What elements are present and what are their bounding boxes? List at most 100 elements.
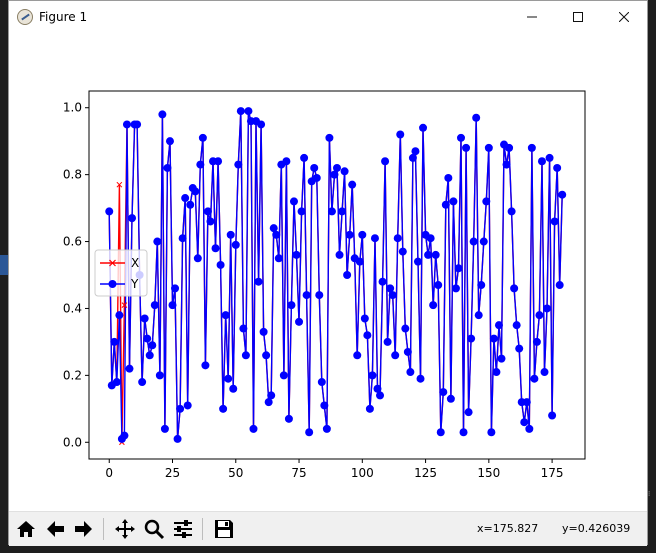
data-point-Y: [279, 371, 288, 380]
data-point-Y: [143, 334, 152, 343]
data-point-Y: [267, 391, 276, 400]
pan-button[interactable]: [112, 515, 138, 543]
data-point-Y: [269, 224, 278, 233]
data-point-Y: [292, 250, 301, 259]
data-point-Y: [234, 160, 243, 169]
minimize-button[interactable]: [509, 1, 555, 32]
data-point-Y: [386, 284, 395, 293]
data-point-Y: [484, 143, 493, 152]
data-point-Y: [325, 133, 334, 142]
legend-marker-X: [109, 259, 116, 267]
data-point-Y: [330, 170, 339, 179]
data-point-Y: [110, 337, 119, 346]
forward-button[interactable]: [71, 515, 97, 543]
data-point-Y: [431, 250, 440, 259]
save-button[interactable]: [211, 515, 237, 543]
data-point-Y: [289, 197, 298, 206]
data-point-Y: [244, 107, 253, 116]
data-point-Y: [343, 271, 352, 279]
data-point-Y: [502, 160, 511, 169]
data-point-Y: [479, 237, 488, 246]
data-point-Y: [148, 341, 157, 350]
data-point-Y: [467, 334, 476, 343]
x-tick-label: 125: [414, 466, 437, 480]
data-point-Y: [378, 277, 387, 286]
close-icon: [619, 11, 629, 22]
data-point-Y: [537, 157, 546, 166]
data-point-Y: [320, 401, 329, 410]
legend-label-Y: Y: [130, 277, 139, 291]
zoom-button[interactable]: [141, 515, 167, 543]
data-point-Y: [206, 217, 215, 226]
data-point-Y: [295, 317, 304, 326]
data-point-Y: [302, 291, 311, 300]
background-window-edge: [0, 255, 8, 275]
data-point-Y: [457, 133, 465, 142]
close-button[interactable]: [601, 1, 647, 32]
data-point-Y: [317, 378, 326, 387]
data-point-Y: [138, 378, 147, 387]
data-point-Y: [353, 351, 362, 360]
data-point-X: [121, 302, 128, 308]
data-point-Y: [446, 394, 455, 403]
data-point-Y: [512, 321, 521, 330]
back-button[interactable]: [42, 515, 68, 543]
line-chart[interactable]: 0 25 50 75 100 125 150 175 0.0 0.2 0.4 0.6 0.8 1.0 XY: [9, 32, 647, 511]
data-point-Y: [160, 424, 169, 433]
edge-glyph: ⁞: [648, 490, 651, 498]
home-button[interactable]: [13, 515, 39, 543]
maximize-button[interactable]: [555, 1, 601, 32]
navigation-toolbar: x=175.827 y=0.426039: [9, 511, 647, 546]
y-tick-label: 0.2: [63, 368, 82, 382]
data-point-Y: [416, 374, 425, 383]
data-point-Y: [193, 254, 202, 263]
data-point-Y: [543, 304, 552, 313]
data-point-Y: [439, 388, 448, 397]
data-point-Y: [411, 147, 420, 156]
data-point-Y: [155, 371, 164, 380]
x-tick-label: 25: [165, 466, 180, 480]
data-point-Y: [454, 264, 463, 273]
data-point-Y: [153, 237, 162, 246]
data-point-Y: [426, 234, 435, 243]
data-point-Y: [464, 408, 473, 417]
data-point-Y: [391, 351, 400, 360]
legend-label-X: X: [131, 256, 139, 270]
zoom-icon: [144, 519, 165, 540]
data-point-Y: [444, 173, 453, 182]
y-tick-label: 0.8: [63, 168, 82, 182]
data-point-Y: [249, 424, 258, 433]
data-point-Y: [401, 324, 410, 333]
data-point-Y: [492, 368, 501, 377]
cursor-y-readout: y=0.426039: [562, 522, 631, 535]
data-point-Y: [424, 250, 433, 259]
save-icon: [215, 520, 233, 538]
data-point-Y: [532, 337, 541, 346]
data-point-Y: [259, 327, 268, 336]
legend-marker-Y: [108, 280, 117, 288]
data-point-Y: [545, 153, 554, 162]
data-point-Y: [510, 284, 519, 293]
data-point-Y: [355, 257, 364, 266]
data-point-Y: [150, 301, 159, 310]
data-point-X: [116, 181, 123, 188]
title-bar[interactable]: Figure 1: [9, 1, 647, 32]
data-point-Y: [413, 257, 422, 266]
data-point-Y: [494, 321, 503, 330]
data-point-Y: [216, 260, 225, 269]
data-point-Y: [530, 374, 539, 383]
data-point-Y: [236, 107, 245, 116]
figure-window: Figure 1 0 25 50 75 100 125 150 175 0.0 0.2 0.4 0.6…: [8, 0, 648, 546]
data-point-Y: [535, 311, 544, 320]
data-point-Y: [408, 153, 417, 162]
x-tick-label: 75: [291, 466, 306, 480]
data-point-Y: [231, 240, 240, 249]
data-point-Y: [186, 200, 195, 209]
subplots-button[interactable]: [170, 515, 196, 543]
data-point-Y: [548, 411, 557, 420]
data-point-Y: [112, 378, 121, 387]
data-point-Y: [226, 230, 235, 239]
window-title: Figure 1: [39, 9, 88, 24]
data-point-Y: [128, 214, 137, 223]
